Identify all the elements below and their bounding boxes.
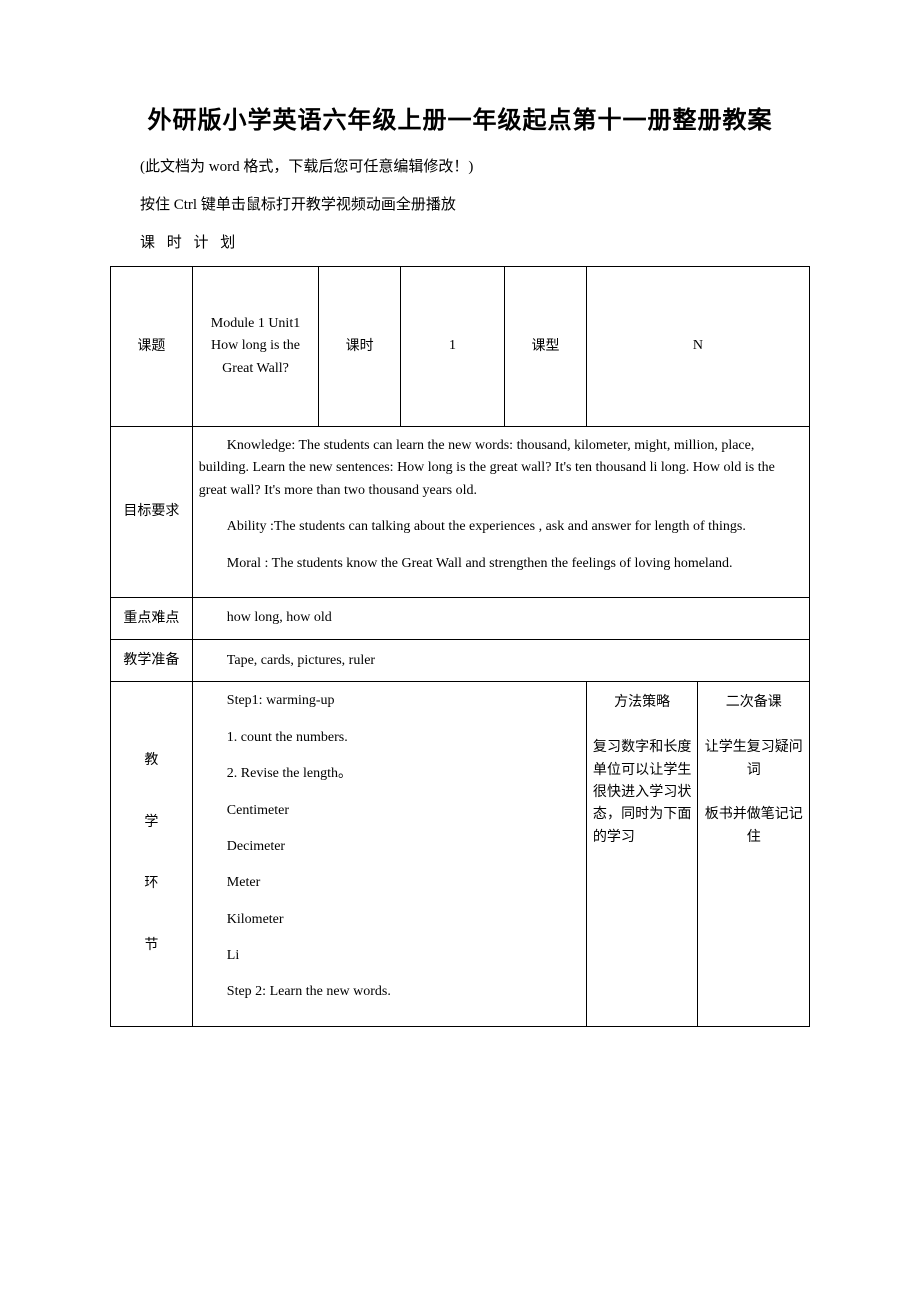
- table-row: 重点难点 how long, how old: [111, 597, 810, 639]
- goals-label-cell: 目标要求: [111, 427, 193, 598]
- cell-text: Module 1 Unit1 How long is the Great Wal…: [211, 316, 300, 376]
- type-content-cell: N: [586, 267, 809, 427]
- table-row: 目标要求 Knowledge: The students can learn t…: [111, 427, 810, 598]
- step-text: Kilometer: [199, 909, 580, 931]
- strategy-title: 方法策略: [614, 695, 670, 710]
- goal-ability: Ability :The students can talking about …: [199, 516, 803, 538]
- step-text: Step 2: Learn the new words.: [199, 981, 580, 1003]
- label-text: 课型: [531, 339, 559, 354]
- keypoints-content-cell: how long, how old: [192, 597, 809, 639]
- goals-content-cell: Knowledge: The students can learn the ne…: [192, 427, 809, 598]
- goal-moral: Moral : The students know the Great Wall…: [199, 553, 803, 575]
- step-text: 1. count the numbers.: [199, 727, 580, 749]
- notes-cell: 二次备课 让学生复习疑问词 板书并做笔记记住: [698, 682, 810, 1027]
- procedure-label-cell: 教学环节: [111, 682, 193, 1027]
- type-label-cell: 课型: [505, 267, 587, 427]
- table-row: 教学准备 Tape, cards, pictures, ruler: [111, 640, 810, 682]
- period-content-cell: 1: [401, 267, 505, 427]
- step-text: Li: [199, 945, 580, 967]
- preparation-content-cell: Tape, cards, pictures, ruler: [192, 640, 809, 682]
- page-title: 外研版小学英语六年级上册一年级起点第十一册整册教案: [110, 100, 810, 135]
- label-text: 重点难点: [123, 611, 179, 626]
- notes-text-1: 让学生复习疑问词: [704, 737, 803, 782]
- notes-title: 二次备课: [726, 695, 782, 710]
- step-text: Meter: [199, 872, 580, 894]
- cell-text: 1: [449, 338, 456, 353]
- period-label-cell: 课时: [319, 267, 401, 427]
- step-text: Step1: warming-up: [199, 690, 580, 712]
- cell-text: Tape, cards, pictures, ruler: [227, 653, 375, 668]
- intro-text-1: (此文档为 word 格式，下载后您可任意编辑修改！): [110, 155, 810, 179]
- strategy-cell: 方法策略 复习数字和长度单位可以让学生很快进入学习状态，同时为下面的学习: [586, 682, 698, 1027]
- label-text: 课题: [137, 339, 165, 354]
- goal-knowledge: Knowledge: The students can learn the ne…: [199, 435, 803, 502]
- procedure-steps-cell: Step1: warming-up 1. count the numbers. …: [192, 682, 586, 1027]
- step-text: Centimeter: [199, 800, 580, 822]
- lesson-plan-table: 课题 Module 1 Unit1 How long is the Great …: [110, 266, 810, 1027]
- keypoints-label-cell: 重点难点: [111, 597, 193, 639]
- step-text: Decimeter: [199, 836, 580, 858]
- notes-text-2: 板书并做笔记记住: [704, 804, 803, 849]
- label-text: 教学准备: [123, 653, 179, 668]
- label-text: 目标要求: [123, 504, 179, 519]
- cell-text: N: [693, 338, 703, 353]
- label-text: 课时: [346, 339, 374, 354]
- cell-text: how long, how old: [227, 610, 332, 625]
- preparation-label-cell: 教学准备: [111, 640, 193, 682]
- topic-content-cell: Module 1 Unit1 How long is the Great Wal…: [192, 267, 318, 427]
- strategy-text: 复习数字和长度单位可以让学生很快进入学习状态，同时为下面的学习: [593, 737, 692, 849]
- plan-heading: 课 时 计 划: [110, 231, 810, 252]
- step-text: 2. Revise the length。: [199, 763, 580, 785]
- intro-text-2: 按住 Ctrl 键单击鼠标打开教学视频动画全册播放: [110, 193, 810, 217]
- table-row: 课题 Module 1 Unit1 How long is the Great …: [111, 267, 810, 427]
- topic-label-cell: 课题: [111, 267, 193, 427]
- table-row: 教学环节 Step1: warming-up 1. count the numb…: [111, 682, 810, 1027]
